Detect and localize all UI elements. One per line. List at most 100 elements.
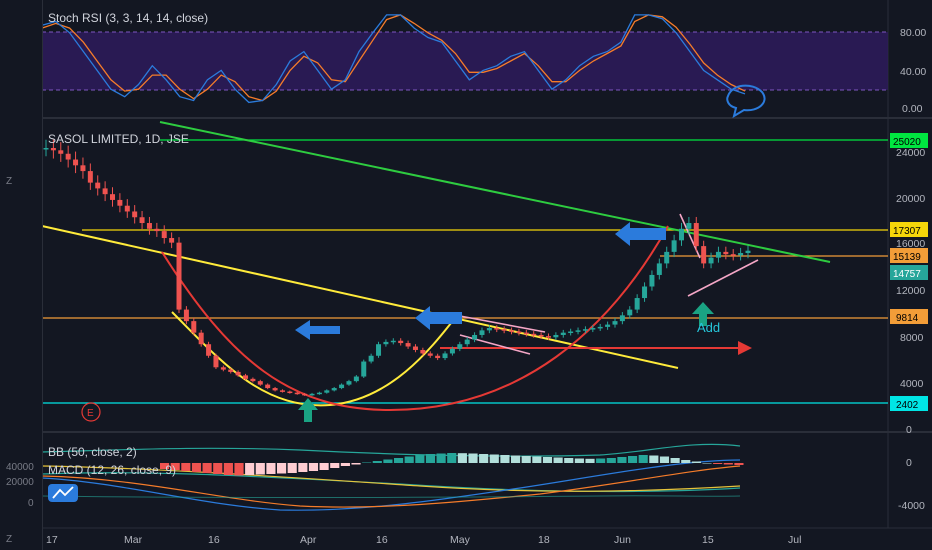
candle-body — [220, 367, 226, 370]
candle-body — [427, 353, 433, 356]
candle-body — [50, 148, 56, 151]
bb-title: BB (50, close, 2) — [48, 445, 137, 459]
candle-body — [287, 391, 293, 394]
candle-body — [568, 331, 574, 334]
candle-body — [154, 228, 160, 232]
candle-body — [65, 153, 71, 160]
candle-body — [250, 378, 256, 382]
candle-body — [494, 328, 500, 330]
flag-upper-line — [459, 315, 546, 333]
macd-histogram-bar — [372, 461, 382, 463]
candle-body — [176, 242, 182, 310]
candle-body — [693, 223, 699, 247]
green-up-arrow-2-icon — [692, 302, 714, 326]
bb-macd-panel: BB (50, close, 2) MACD (12, 26, close, 9… — [41, 443, 925, 512]
macd-tick-neg4000: -4000 — [898, 500, 925, 512]
candle-body — [412, 346, 418, 350]
macd-histogram-bar — [170, 463, 180, 470]
bb-lower-band — [41, 472, 741, 493]
candle-body — [80, 165, 86, 172]
macd-histogram-bar — [500, 455, 510, 463]
macd-histogram-bar — [638, 455, 648, 463]
red-target-arrowhead-icon — [738, 341, 752, 355]
macd-histogram-bar — [585, 458, 595, 463]
candle-body — [509, 330, 515, 332]
macd-histogram-bar — [160, 463, 170, 469]
bb-basis-line — [41, 465, 741, 492]
macd-signal-line — [41, 465, 741, 508]
candle-body — [183, 309, 189, 322]
candle-body — [58, 150, 64, 154]
macd-histogram-bar — [723, 463, 733, 465]
candle-body — [634, 298, 640, 310]
time-tick-15: 15 — [702, 534, 714, 546]
macd-histogram-bar — [659, 456, 670, 463]
price-tick-12000: 12000 — [896, 285, 925, 297]
logo-chart-icon — [52, 486, 74, 499]
macd-histogram-bar — [606, 458, 616, 463]
candle-body — [169, 238, 175, 243]
macd-histogram-bar — [617, 457, 627, 463]
candlestick-series — [43, 139, 751, 396]
stoch-rsi-panel: Stoch RSI (3, 3, 14, 14, close) 80.00 40… — [41, 11, 926, 119]
candle-body — [294, 392, 300, 395]
candle-body — [132, 211, 138, 218]
candle-body — [545, 336, 551, 338]
candle-body — [612, 321, 618, 325]
candle-body — [117, 199, 123, 206]
macd-histogram-bar — [553, 457, 563, 463]
add-annotation: Add — [697, 320, 720, 335]
callout-bubble-icon — [726, 84, 766, 119]
pennant-lower-line — [687, 259, 759, 297]
candle-body — [664, 251, 670, 264]
earnings-marker[interactable] — [81, 402, 101, 422]
macd-histogram-bar — [649, 455, 659, 463]
macd-histogram-bar — [447, 453, 457, 463]
macd-histogram-bar — [489, 454, 499, 463]
macd-histogram-bar — [223, 463, 233, 475]
candle-body — [486, 328, 492, 331]
macd-histogram-bar — [734, 463, 744, 465]
candle-body — [435, 355, 441, 359]
candle-body — [353, 376, 359, 382]
macd-histogram-bar — [574, 458, 584, 463]
candle-body — [398, 340, 404, 344]
price-label-25020: 25020 — [890, 133, 928, 148]
candle-body — [376, 344, 382, 356]
macd-histogram-bar — [532, 456, 542, 463]
candle-body — [368, 355, 374, 362]
candle-body — [198, 332, 204, 345]
price-label-17307: 17307 — [890, 222, 928, 237]
macd-tick-0: 0 — [906, 457, 912, 469]
stoch-tick-0: 0.00 — [902, 103, 923, 115]
macd-histogram-bar — [340, 463, 350, 466]
price-tick-16000: 16000 — [896, 238, 925, 250]
macd-histogram-bar — [596, 458, 606, 463]
time-tick-17: 17 — [46, 534, 58, 546]
candle-body — [95, 182, 101, 189]
macd-histogram-bar — [670, 458, 680, 463]
macd-histogram-bar — [628, 456, 638, 463]
candle-body — [523, 332, 529, 335]
price-tick-4000: 4000 — [900, 378, 924, 390]
candle-body — [339, 384, 345, 389]
candle-body — [560, 332, 566, 335]
macd-histogram — [160, 453, 744, 476]
candle-body — [715, 251, 721, 258]
macd-histogram-bar — [511, 455, 521, 463]
candle-body — [538, 334, 544, 337]
macd-histogram-bar — [362, 462, 372, 463]
time-tick-jul: Jul — [788, 534, 801, 546]
macd-line — [41, 459, 741, 511]
candle-body — [671, 240, 677, 252]
candle-body — [656, 263, 662, 275]
macd-histogram-bar — [330, 463, 340, 468]
candle-body — [302, 393, 308, 396]
macd-histogram-bar — [245, 463, 255, 475]
toolbar-z-top[interactable]: Z — [6, 176, 13, 187]
macd-histogram-bar — [255, 463, 265, 475]
macd-histogram-bar — [404, 456, 414, 463]
candle-body — [516, 331, 522, 334]
price-label-14757: 14757 — [890, 265, 928, 280]
toolbar-z-bottom[interactable]: Z — [6, 534, 13, 545]
